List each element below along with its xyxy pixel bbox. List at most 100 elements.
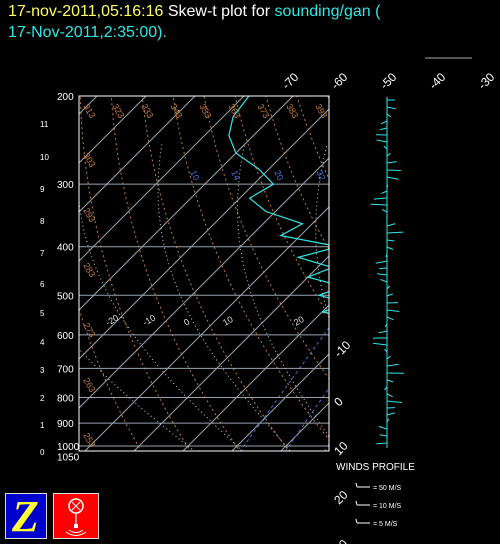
dry-adiabat-label: 373	[255, 102, 271, 120]
wind-barb	[386, 183, 389, 188]
wind-legend-label: = 50 M/S	[373, 485, 402, 492]
wind-barb	[386, 412, 395, 416]
isotherm-line	[79, 108, 329, 360]
wind-barb	[386, 400, 402, 403]
zeta-logo: Z	[5, 492, 47, 541]
wind-barb	[379, 267, 388, 270]
dry-adiabat-label: 363	[226, 102, 242, 120]
height-tick-label: 3	[40, 366, 45, 375]
dry-adiabat-line	[452, 96, 500, 457]
wind-barb	[384, 386, 388, 391]
mixing-ratio-label: 10	[188, 169, 201, 182]
header-title: Skew-t plot for	[163, 3, 275, 20]
wind-barb	[386, 355, 391, 360]
sounding-balloon-logo	[53, 493, 99, 539]
temperature-tick-top: -30	[475, 70, 497, 92]
wind-barb	[385, 253, 388, 258]
temperature-tick-right: 30	[331, 537, 351, 544]
wind-legend-label: = 5 M/S	[373, 521, 398, 528]
isotherm-line	[477, 96, 500, 451]
isotherm-line	[79, 96, 294, 311]
moist-adiabat-line	[157, 144, 291, 451]
pressure-tick-label: 300	[57, 180, 74, 191]
chart-grid	[79, 96, 500, 457]
wind-barb	[370, 203, 388, 206]
moist-adiabat-line	[79, 144, 244, 451]
wind-barb	[373, 342, 388, 346]
header-station: sounding/gan (	[274, 3, 381, 20]
wind-barb	[380, 127, 388, 131]
dry-adiabat-label: 353	[197, 102, 213, 120]
wind-barb	[386, 316, 394, 321]
wind-barb	[381, 209, 388, 213]
isotherm-line	[79, 96, 245, 262]
moist-adiabat-line	[392, 145, 435, 457]
wind-barb	[386, 285, 391, 290]
wind-barb	[386, 152, 391, 157]
isotherm-line	[79, 157, 329, 409]
temperature-tick-right: -10	[331, 338, 353, 360]
dry-adiabat-line	[172, 96, 329, 441]
dry-adiabat-line	[421, 96, 500, 457]
temperature-tick-right: 10	[331, 439, 351, 459]
height-tick-label: 11	[40, 120, 49, 129]
dry-adiabat-line	[79, 306, 142, 451]
wind-barb	[386, 309, 400, 312]
chart-profiles	[228, 96, 413, 446]
dry-adiabat-label-left: 283	[81, 261, 97, 279]
balloon-icon	[65, 498, 87, 536]
wind-barb	[376, 139, 388, 143]
isotherm-line	[428, 96, 500, 451]
temperature-tick-right: 0	[331, 394, 346, 409]
wind-barb	[386, 176, 399, 180]
temperature-tick-top: -70	[279, 70, 301, 92]
wind-barb	[386, 293, 393, 297]
wind-barb	[386, 169, 401, 171]
temperature-tick-top: -50	[377, 70, 399, 92]
height-tick-label: 8	[40, 217, 45, 226]
mixing-ratio-line	[401, 247, 500, 457]
temperature-tick-top: -40	[426, 70, 448, 92]
mixing-ratio-line	[239, 326, 329, 451]
pressure-tick-label: 500	[57, 291, 74, 302]
isotherm-line	[379, 96, 500, 451]
height-tick-label: 10	[40, 153, 49, 162]
dry-adiabat-line	[203, 96, 329, 380]
wind-barb	[386, 161, 397, 164]
wind-barb	[386, 418, 390, 423]
chart-frame	[78, 95, 330, 452]
temperature-profile-line	[376, 96, 413, 446]
moist-adiabat-label: 10	[221, 314, 235, 328]
mixing-ratio-line	[284, 387, 329, 451]
wind-legend-barb	[355, 500, 358, 506]
wind-barb	[383, 145, 388, 150]
dry-adiabat-line	[110, 96, 241, 451]
header-date: 17-nov-2011,05:16:16	[8, 3, 164, 20]
wind-barb	[386, 231, 404, 234]
moist-adiabat-label: 0	[182, 317, 191, 328]
dry-adiabat-line	[359, 96, 500, 457]
header-line-1: 17-nov-2011,05:16:16 Skew-t plot for sou…	[8, 2, 380, 22]
moist-adiabat-label: 20	[292, 314, 306, 328]
wind-barb	[380, 278, 388, 283]
temperature-tick-top: -60	[328, 70, 350, 92]
wind-barb	[384, 323, 388, 328]
mixing-ratio-line	[439, 247, 500, 457]
dry-adiabat-label: 313	[81, 102, 97, 120]
dry-adiabat-label-left: 273	[81, 321, 97, 339]
wind-profile: WINDS PROFILE = 50 M/S = 10 M/S = 5 M/S	[336, 97, 415, 528]
wind-barb	[386, 379, 394, 383]
wind-barb	[381, 190, 388, 195]
dry-adiabat-line	[265, 96, 329, 251]
height-tick-label: 1	[40, 421, 45, 430]
dry-adiabat-label: 383	[284, 102, 300, 120]
dry-adiabat-label: 343	[168, 102, 184, 120]
dry-adiabat-line	[141, 96, 290, 451]
pressure-tick-label: 200	[57, 92, 74, 103]
height-tick-label: 2	[40, 394, 45, 403]
pressure-tick-label: 1000	[57, 442, 80, 453]
wind-barb	[386, 363, 399, 367]
pressure-tick-label: 400	[57, 243, 74, 254]
height-tick-label: 5	[40, 309, 45, 318]
wind-barb	[386, 239, 395, 242]
